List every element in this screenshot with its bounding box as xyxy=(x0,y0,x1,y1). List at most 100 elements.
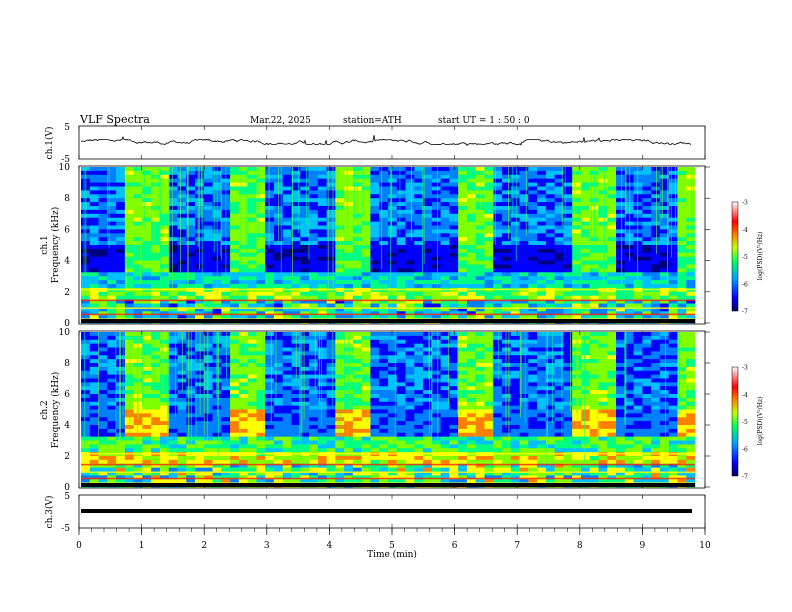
spectrogram-cell xyxy=(405,409,415,414)
spectrogram-cell xyxy=(256,425,266,430)
spectrogram-cell xyxy=(528,378,538,383)
spectrogram-cell xyxy=(677,174,687,180)
spectrogram-cell xyxy=(379,315,389,320)
spectrogram-cell xyxy=(361,425,371,430)
spectrogram-cell xyxy=(195,335,205,341)
figure-title: VLF Spectra xyxy=(79,113,150,126)
spectrogram-cell xyxy=(537,315,547,320)
spectrogram-cell xyxy=(519,190,529,195)
spectrogram-cell xyxy=(273,276,284,281)
spectrogram-cell xyxy=(475,459,485,465)
spectrogram-cell xyxy=(300,343,310,348)
spectrogram-cell xyxy=(554,256,564,261)
spectrogram-cell xyxy=(300,229,310,234)
spectrogram-cell xyxy=(335,440,345,445)
spectrogram-cell xyxy=(309,260,319,265)
spectrogram-cell xyxy=(572,194,582,199)
spectrogram-cell xyxy=(107,432,117,438)
spectrogram-cell xyxy=(335,311,345,316)
spectrogram-cell xyxy=(81,311,91,316)
sferic-streak xyxy=(667,167,668,287)
spectrogram-cell xyxy=(519,194,529,199)
spectrogram-cell xyxy=(572,190,582,195)
spectrogram-cell xyxy=(370,332,380,337)
spectrogram-cell xyxy=(607,264,617,269)
spectrogram-cell xyxy=(98,221,108,226)
spectrogram-cell xyxy=(317,378,327,383)
spectrogram-cell xyxy=(458,307,468,312)
spectrogram-cell xyxy=(466,209,477,215)
spectrogram-cell xyxy=(247,217,257,222)
spectrogram-cell xyxy=(309,252,319,258)
spectrogram-cell xyxy=(554,307,564,312)
spectrogram-cell xyxy=(458,190,468,195)
spectrogram-cell xyxy=(107,178,117,183)
spectrogram-cell xyxy=(423,198,433,203)
spectrogram-cell xyxy=(116,260,126,265)
spectrogram-cell xyxy=(282,347,292,352)
spectrogram-cell xyxy=(352,475,363,480)
spectrogram-cell xyxy=(396,170,406,176)
spectrogram-cell xyxy=(510,225,520,230)
spectrogram-cell xyxy=(651,194,661,199)
spectrogram-cell xyxy=(659,272,670,277)
spectrogram-cell xyxy=(405,471,415,476)
spectrogram-cell xyxy=(230,405,240,410)
spectrogram-cell xyxy=(81,413,91,418)
spectrogram-cell xyxy=(326,397,336,403)
spectrogram-cell xyxy=(484,456,494,461)
spectrogram-cell xyxy=(484,436,494,441)
spectrogram-cell xyxy=(317,186,327,191)
spectrogram-cell xyxy=(195,315,205,320)
spectrogram-cell xyxy=(116,264,126,269)
spectrogram-cell xyxy=(142,291,152,297)
sferic-streak xyxy=(480,167,482,215)
spectrogram-cell xyxy=(142,347,152,352)
spectrogram-cell xyxy=(502,268,512,273)
spectrogram-cell xyxy=(528,311,538,316)
spectrogram-cell xyxy=(545,311,556,316)
spectrogram-cell xyxy=(300,202,310,207)
spectrogram-cell xyxy=(230,221,240,226)
spectrogram-cell xyxy=(388,248,398,254)
spectrogram-cell xyxy=(177,311,187,316)
spectrogram-cell xyxy=(651,248,661,254)
spectrogram-cell xyxy=(89,343,99,348)
spectrogram-cell xyxy=(98,225,108,230)
spectrogram-cell xyxy=(379,444,389,449)
spectrogram-cell xyxy=(580,217,591,222)
spectrogram-cell xyxy=(133,167,143,172)
spectrogram-cell xyxy=(159,409,170,414)
spectrogram-cell xyxy=(98,280,108,285)
spectrogram-cell xyxy=(502,284,512,289)
spectrogram-cell xyxy=(528,280,538,285)
spectrogram-cell xyxy=(89,436,99,441)
spectrogram-cell xyxy=(528,248,538,254)
spectrogram-cell xyxy=(493,206,503,211)
spectrogram-cell xyxy=(484,182,494,187)
spectrogram-cell xyxy=(607,303,617,308)
spectrogram-cell xyxy=(142,256,152,261)
spectrogram-cell xyxy=(607,268,617,273)
spectrogram-cell xyxy=(300,428,310,434)
spectrogram-cell xyxy=(159,221,170,226)
spectrogram-cell xyxy=(563,213,573,219)
spectrogram-cell xyxy=(668,167,678,172)
spectrogram-cell xyxy=(186,221,196,226)
spectrogram-cell xyxy=(238,264,249,269)
spectrogram-cell xyxy=(238,421,249,426)
spectrogram-cell xyxy=(89,394,99,399)
spectrogram-cell xyxy=(116,448,126,453)
spectrogram-cell xyxy=(282,374,292,379)
spectrogram-cell xyxy=(405,295,415,300)
spectrogram-cell xyxy=(317,303,327,308)
spectrogram-cell xyxy=(89,186,99,191)
spectrogram-cell xyxy=(668,268,678,273)
spectrogram-cell xyxy=(423,194,433,199)
spectrogram-cell xyxy=(344,245,354,250)
spectrogram-cell xyxy=(440,401,450,407)
spectrogram-cell xyxy=(282,190,292,195)
spectrogram-cell xyxy=(633,182,643,187)
spectrogram-cell xyxy=(616,248,626,254)
spectrogram-cell xyxy=(379,409,389,414)
